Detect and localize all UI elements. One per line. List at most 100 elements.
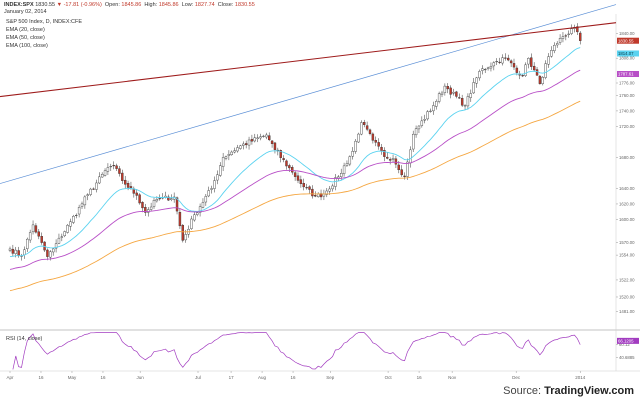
candle-body <box>420 120 424 126</box>
candle-body <box>167 196 170 201</box>
candle-body <box>242 143 245 146</box>
y-tick-label: 1720.00 <box>619 124 635 129</box>
x-tick-label: Aug <box>258 375 267 380</box>
candle-body <box>507 57 510 61</box>
rsi-badge-bg <box>617 337 639 344</box>
candle-body <box>558 38 562 43</box>
candle-body <box>216 174 219 181</box>
candle-body <box>397 164 400 171</box>
candle-body <box>340 173 343 177</box>
candle-body <box>541 77 544 84</box>
candle-body <box>144 206 147 213</box>
candle-body <box>106 167 110 172</box>
candle-body <box>11 248 15 254</box>
candle-body <box>118 168 121 174</box>
candle-body <box>553 44 556 52</box>
candle-body <box>69 221 72 227</box>
candle-body <box>92 188 95 190</box>
legend-ema20: EMA (20, close) <box>6 27 45 33</box>
y-tick-label: 1680.00 <box>619 155 635 160</box>
candle-body <box>181 225 185 241</box>
candle-body <box>512 63 516 68</box>
candle-body <box>527 57 530 65</box>
candle-body <box>308 186 311 190</box>
candle-body <box>138 194 141 204</box>
candle-body <box>371 133 375 141</box>
candle-body <box>363 122 366 125</box>
candle-body <box>498 61 501 63</box>
ema20-badge: 1814.07 <box>618 51 634 56</box>
candle-body <box>409 149 412 164</box>
candle-body <box>299 179 303 185</box>
candle-body <box>57 237 61 244</box>
candle-body <box>86 194 89 196</box>
y-tick-label: 1620.00 <box>619 201 635 206</box>
candle-body <box>100 174 104 178</box>
candle-body <box>34 225 38 233</box>
candle-body <box>435 101 438 107</box>
low-label: Low: <box>181 2 194 8</box>
candle-body <box>380 146 383 152</box>
x-tick-label: Oct <box>385 375 393 380</box>
candle-body <box>509 60 513 64</box>
symbol-label: INDEX:SPX <box>4 2 34 8</box>
open-value: 1845.86 <box>121 2 142 8</box>
candle-body <box>530 57 533 67</box>
candle-body <box>89 188 92 195</box>
candle-body <box>460 98 464 106</box>
candle-body <box>504 57 507 59</box>
candle-body <box>492 62 496 67</box>
candle-body <box>449 87 452 95</box>
tradingview-logo[interactable]: TradingView.com <box>544 385 634 397</box>
high-value: 1845.86 <box>158 2 179 8</box>
candle-body <box>149 206 153 210</box>
candle-body <box>158 198 161 200</box>
candle-body <box>282 158 285 160</box>
x-tick-label: Jul <box>195 375 201 380</box>
ema50-badge-bg <box>617 71 639 78</box>
candle-body <box>521 75 524 77</box>
candle-body <box>75 214 78 216</box>
candle-body <box>564 35 568 37</box>
ema50-line <box>9 69 581 270</box>
down-arrow-icon: ▼ <box>56 2 63 8</box>
candle-body <box>288 165 291 169</box>
candle-body <box>296 175 300 181</box>
candle-body <box>478 71 481 79</box>
chart-title: S&P 500 Index, D, INDEX:CFE <box>6 19 83 25</box>
x-tick-label: 17 <box>229 375 235 380</box>
x-tick-label: Nov <box>448 375 457 380</box>
candle-body <box>475 77 478 84</box>
candle-body <box>72 215 75 223</box>
y-tick-label: 1554.00 <box>619 253 635 258</box>
candle-body <box>354 140 357 152</box>
candle-body <box>360 122 363 135</box>
candle-body <box>348 156 352 165</box>
candle-body <box>501 57 504 64</box>
candle-body <box>213 180 216 189</box>
candle-body <box>351 151 354 157</box>
y-tick-label: 1520.00 <box>619 294 635 299</box>
candle-body <box>314 195 317 197</box>
candle-body <box>337 176 340 179</box>
x-tick-label: 2014 <box>575 375 586 380</box>
date-label: January 02, 2014 <box>4 9 47 15</box>
rsi-title: RSI (14, close) <box>6 336 43 342</box>
candle-body <box>291 167 294 173</box>
low-value: 1827.74 <box>194 2 215 8</box>
candle-body <box>95 182 98 190</box>
candle-body <box>455 91 458 97</box>
candle-body <box>233 150 236 153</box>
candle-body <box>54 243 58 249</box>
candle-body <box>423 119 426 121</box>
candle-body <box>46 249 49 257</box>
candle-body <box>14 249 17 254</box>
candle-body <box>190 218 193 229</box>
candle-body <box>123 179 127 185</box>
candle-body <box>417 125 421 130</box>
candle-body <box>302 182 305 188</box>
candle-body <box>484 69 487 71</box>
candle-body <box>8 248 12 251</box>
